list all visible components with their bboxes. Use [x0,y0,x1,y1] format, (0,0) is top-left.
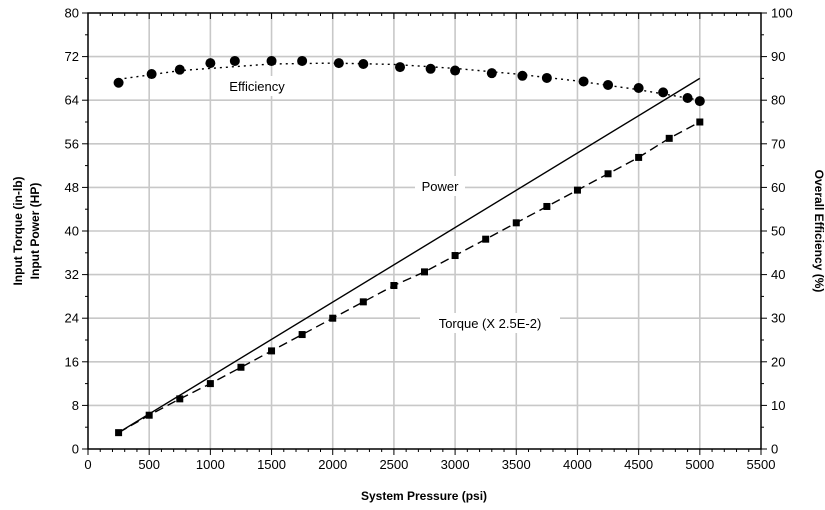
torque-x-2-5e-2-point [451,252,459,260]
power-label-bg [415,176,465,196]
torque-x-2-5e-2-point [206,380,214,388]
y-axis-title-left-2: Input Power (HP) [28,183,42,280]
torque-x-2-5e-2-line [118,121,701,434]
y-right-tick-label: 90 [771,49,785,64]
power-series-label: Power [422,179,460,194]
efficiency-point [541,72,552,83]
torque-x-2-5e-2-point [176,395,184,403]
y-right-tick-label: 40 [771,267,785,282]
y-axis-title-right: Overall Efficiency (%) [812,170,825,293]
x-tick-label: 3000 [441,457,470,472]
efficiency-point [425,63,436,74]
y-left-tick-label: 0 [72,442,79,457]
y-left-tick-label: 24 [65,311,79,326]
efficiency-point [146,69,157,80]
torque-x-2-5e-2-point [115,429,123,437]
torque-x-2-5e-2-point [421,268,428,276]
torque-x-2-5e-2-point [329,314,337,322]
x-tick-label: 3500 [502,457,531,472]
y-right-tick-label: 50 [771,224,785,239]
y-right-tick-label: 70 [771,136,785,151]
torque-x-2-5e-2-point [268,347,276,355]
y-right-tick-label: 20 [771,354,785,369]
x-axis-title: System Pressure (psi) [361,489,487,503]
x-tick-label: 2000 [318,457,347,472]
y-left-tick-label: 8 [72,398,79,413]
efficiency-point [694,96,705,107]
power-line [118,77,701,434]
y-axis-title-left-1: Input Torque (in-lb) [11,176,25,285]
efficiency-point [266,55,277,66]
x-tick-label: 2500 [379,457,408,472]
y-left-tick-label: 64 [65,93,79,108]
torque-x-2-5e-2-point [390,282,398,289]
y-left-tick-label: 56 [65,136,79,151]
torque-x-2-5e-2-point [665,134,673,142]
efficiency-point [333,58,344,69]
axis-labels: 0 500 1000 1500 2000 2500 3000 3500 4000 4500 5000… [65,6,793,473]
x-tick-label: 1500 [257,457,286,472]
y-right-tick-label: 30 [771,311,785,326]
efficiency-point [395,62,406,73]
efficiency-point [682,93,693,104]
y-right-tick-label: 10 [771,398,785,413]
x-tick-label: 5000 [685,457,714,472]
efficiency-point [358,59,369,70]
efficiency-point [450,65,461,76]
y-right-tick-label: 0 [771,442,778,457]
torque-x-2-5e-2-point [145,411,153,419]
efficiency-point [297,55,308,66]
torque-x-2-5e-2-point [573,186,581,194]
efficiency-point [174,64,185,75]
axis-ticks [82,12,767,455]
torque-x-2-5e-2-point [696,118,704,126]
efficiency-point [113,77,124,88]
torque-label-bg [420,313,560,333]
y-left-tick-label: 40 [65,224,79,239]
efficiency-label-bg [218,76,296,96]
torque-x-2-5e-2-point [359,298,367,306]
x-tick-label: 0 [84,457,91,472]
efficiency-point [658,87,669,98]
x-tick-label: 4500 [624,457,653,472]
efficiency-point [517,70,528,81]
y-left-tick-label: 48 [65,180,79,195]
efficiency-point [578,76,589,87]
torque-series-label: Torque (X 2.5E-2) [439,316,542,331]
y-right-tick-label: 80 [771,93,785,108]
torque-x-2-5e-2-point [604,170,612,178]
efficiency-point [205,58,216,69]
x-tick-label: 500 [138,457,160,472]
y-right-tick-label: 60 [771,180,785,195]
y-left-tick-label: 32 [65,267,79,282]
y-left-tick-label: 16 [65,354,79,369]
efficiency-point [486,68,497,79]
efficiency-point [229,55,240,66]
torque-x-2-5e-2-point [512,219,520,227]
efficiency-point [633,82,644,93]
y-left-tick-label: 80 [65,6,79,21]
torque-x-2-5e-2-point [543,202,551,210]
x-tick-label: 1000 [196,457,225,472]
efficiency-point [603,79,614,90]
x-tick-label: 5500 [747,457,776,472]
torque-x-2-5e-2-point [635,153,643,161]
efficiency-series-label: Efficiency [229,79,285,94]
x-tick-label: 4000 [563,457,592,472]
torque-x-2-5e-2-point [298,331,306,339]
y-right-tick-label: 100 [771,6,793,21]
torque-x-2-5e-2-point [237,363,245,371]
efficiency-line [118,62,700,101]
series-layer [113,55,705,437]
y-left-tick-label: 72 [65,49,79,64]
torque-x-2-5e-2-point [482,235,490,243]
